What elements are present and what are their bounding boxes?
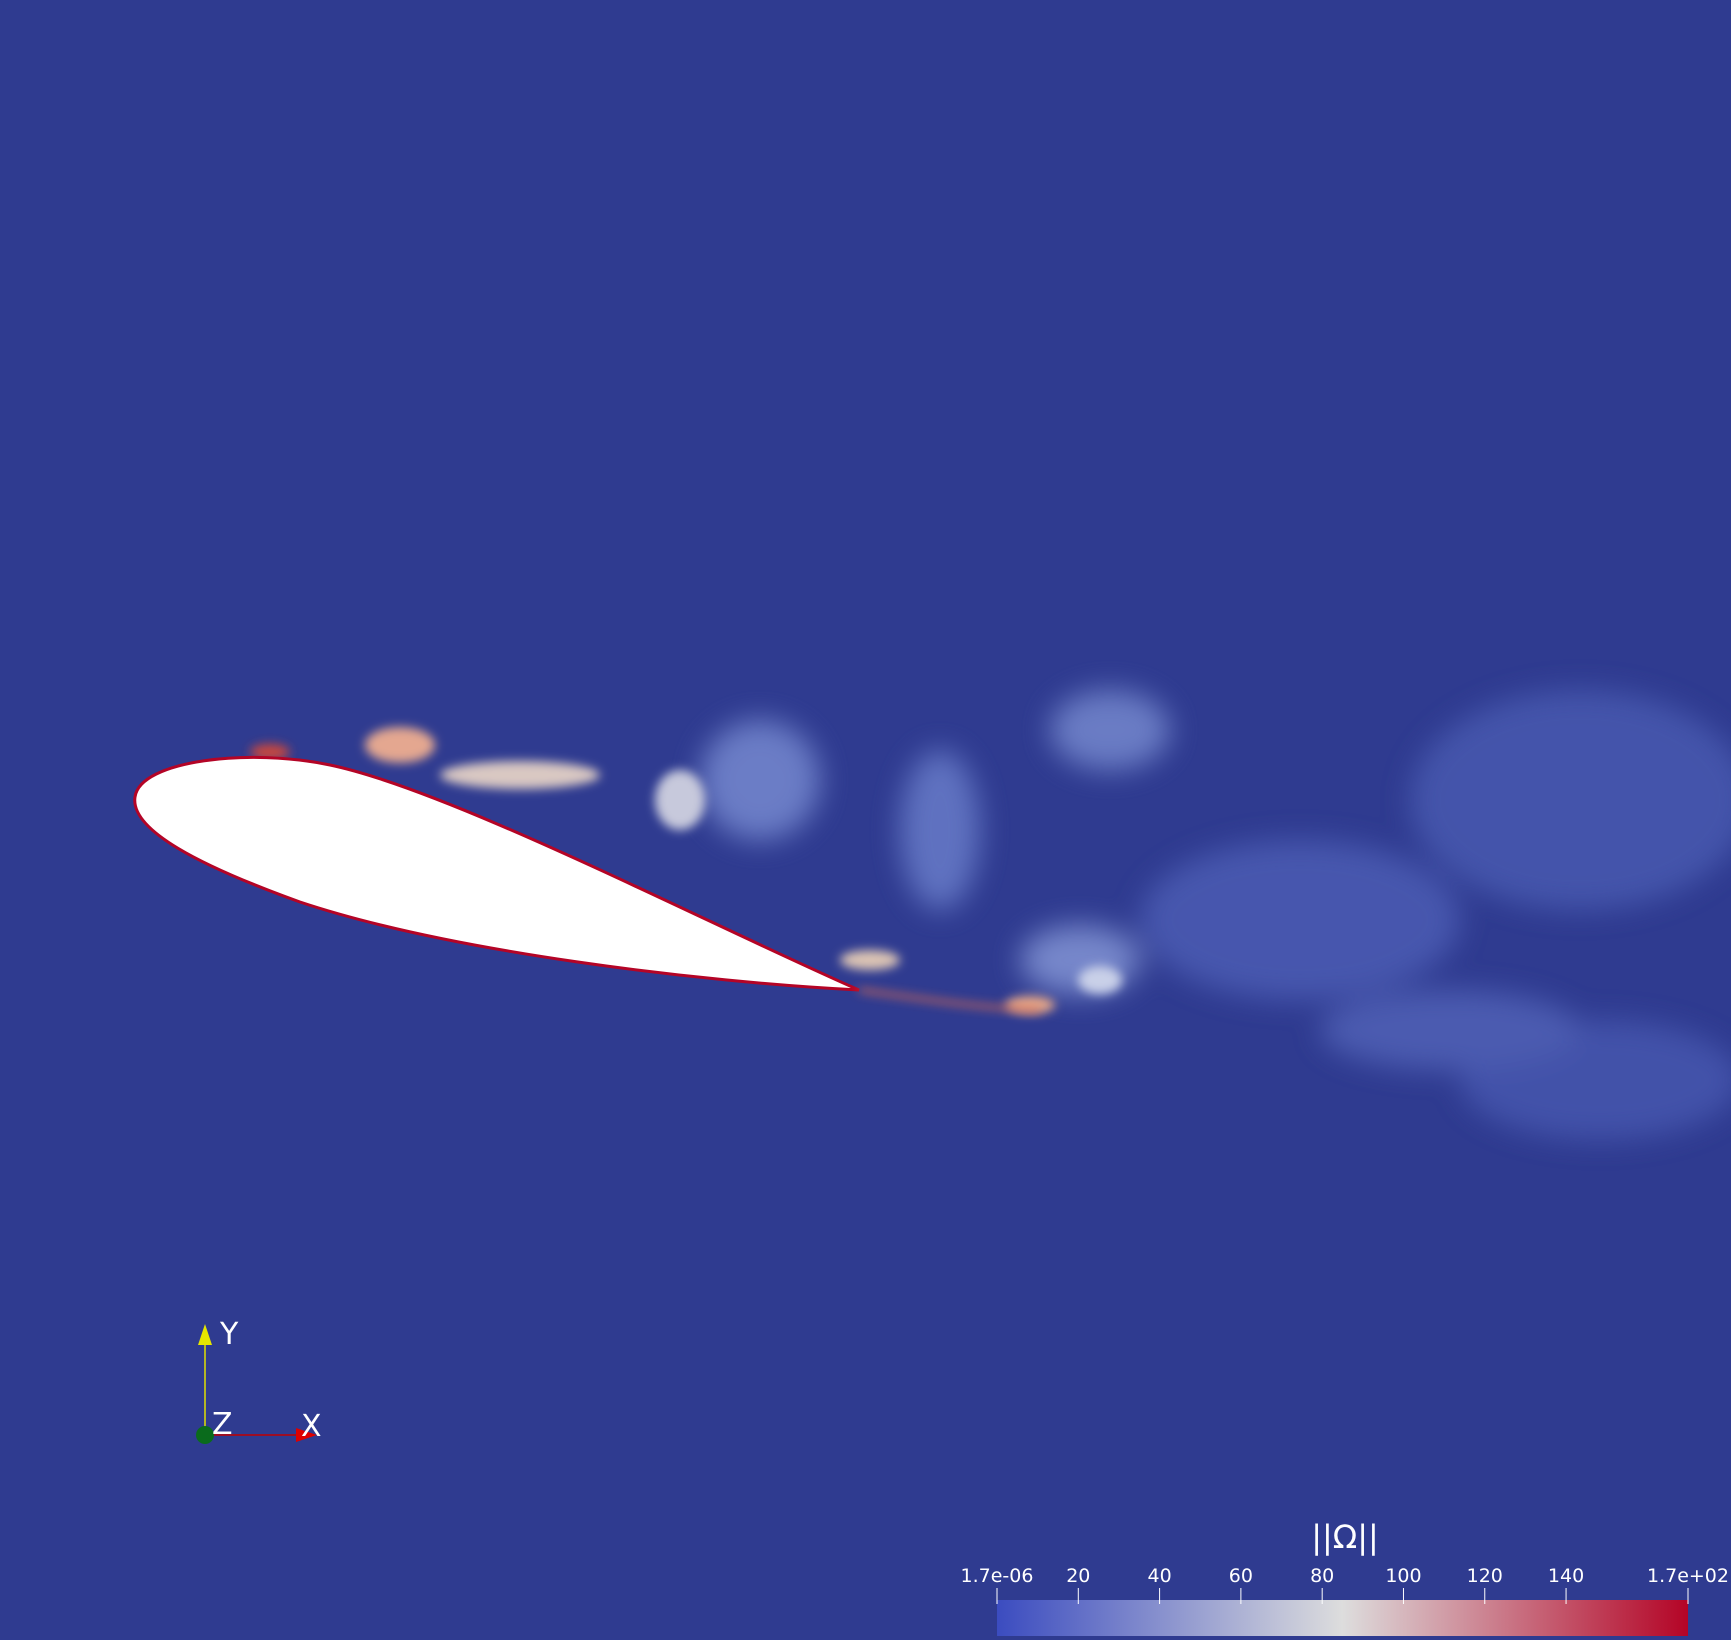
z-origin [196, 1426, 214, 1444]
z-label: Z [212, 1407, 233, 1442]
colorbar-tick-label: 20 [1066, 1565, 1090, 1587]
x-arrow [296, 1428, 317, 1442]
colorbar-tick-label: 60 [1229, 1565, 1253, 1587]
colorbar-tick-label: 80 [1310, 1565, 1334, 1587]
colorbar-title: ||Ω|| [1311, 1518, 1379, 1556]
vortices [250, 727, 1122, 1014]
colorbar-tick-label: 1.7e+02 [1647, 1565, 1729, 1587]
x-label: X [301, 1409, 322, 1444]
colorbar-tick-label: 1.7e-06 [961, 1565, 1034, 1587]
wake [700, 690, 1731, 1140]
colorbar-tick-label: 40 [1147, 1565, 1171, 1587]
airfoil [133, 755, 860, 992]
colorbar-gradient [997, 1600, 1688, 1636]
y-arrow [198, 1324, 212, 1345]
colorbar-tick-label: 140 [1548, 1565, 1584, 1587]
trailing-shear [858, 988, 1041, 1012]
colorbar-tick-label: 100 [1385, 1565, 1421, 1587]
colorbar: ||Ω|| 1.7e-06 20 40 60 80 100 120 140 1.7e+02 [961, 1518, 1729, 1636]
colorbar-tick-label: 120 [1467, 1565, 1503, 1587]
axes-triad: Y Z X [196, 1317, 322, 1444]
y-label: Y [219, 1317, 239, 1352]
